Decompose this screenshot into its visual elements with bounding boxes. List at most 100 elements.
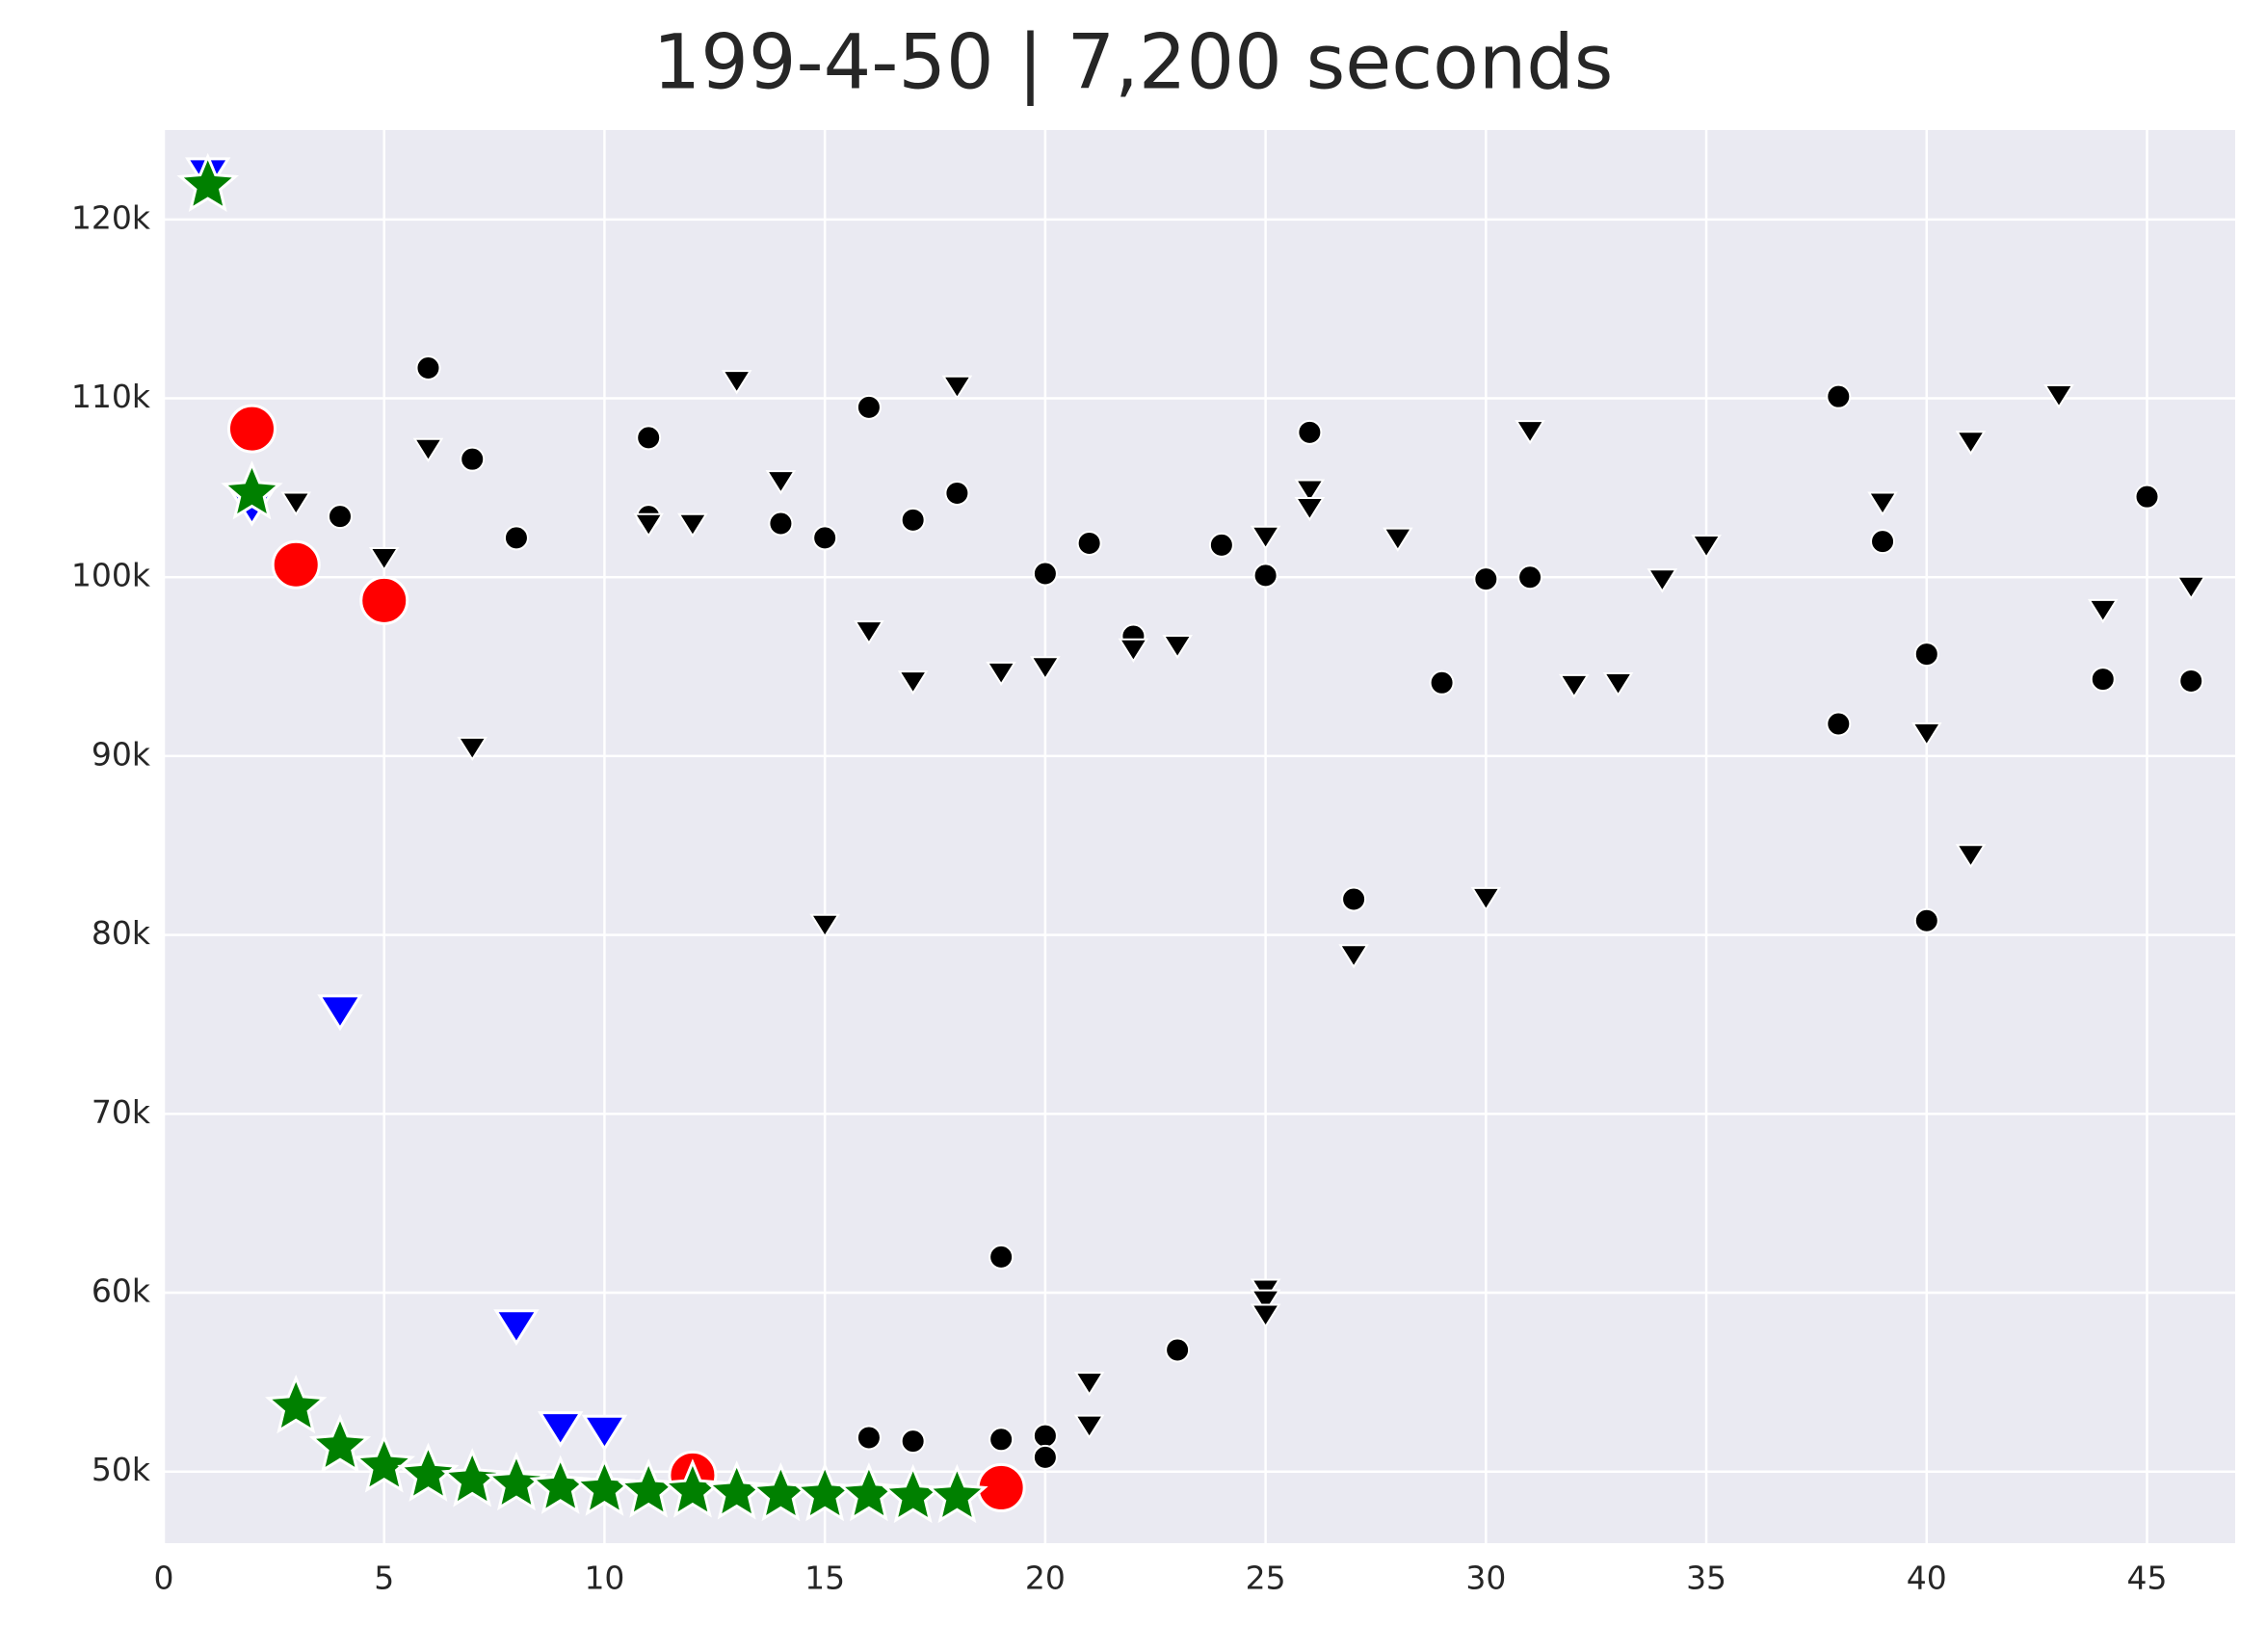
- point: [988, 1427, 1014, 1453]
- point: [1473, 566, 1499, 592]
- point: [1250, 1303, 1281, 1328]
- point: [176, 152, 240, 212]
- plot-area: [164, 130, 2235, 1543]
- point: [2090, 667, 2116, 693]
- y-tick-label: 90k: [92, 735, 151, 773]
- x-tick-label: 45: [2127, 1560, 2168, 1597]
- y-tick-label: 100k: [71, 557, 151, 594]
- point: [529, 1455, 592, 1514]
- point: [440, 1448, 504, 1508]
- x-tick-label: 0: [154, 1560, 174, 1597]
- point: [1032, 1444, 1058, 1470]
- point: [2087, 598, 2119, 624]
- point: [1030, 656, 1061, 681]
- point: [768, 511, 794, 537]
- point: [226, 404, 277, 454]
- point: [705, 1460, 768, 1520]
- point: [1955, 844, 1987, 869]
- point: [854, 620, 884, 645]
- point: [1913, 642, 1939, 668]
- point: [1870, 529, 1896, 555]
- point: [1955, 431, 1987, 456]
- point: [988, 1244, 1014, 1270]
- point: [412, 437, 444, 463]
- point: [1165, 1337, 1191, 1363]
- point: [1602, 672, 1634, 697]
- point: [1341, 886, 1367, 912]
- point: [1517, 564, 1543, 590]
- point: [1250, 1289, 1281, 1314]
- point: [397, 1442, 460, 1502]
- point: [1515, 420, 1545, 445]
- point: [1429, 669, 1455, 695]
- x-tick-label: 15: [804, 1560, 845, 1597]
- point: [1867, 491, 1898, 516]
- point: [2175, 575, 2207, 601]
- point: [765, 470, 797, 495]
- point: [581, 1414, 628, 1452]
- point: [493, 1309, 540, 1347]
- y-tick-label: 70k: [92, 1093, 151, 1131]
- point: [1032, 561, 1058, 587]
- x-tick-label: 20: [1025, 1560, 1066, 1597]
- point: [1647, 568, 1678, 593]
- point: [271, 539, 321, 590]
- point: [1383, 527, 1413, 552]
- point: [636, 425, 662, 451]
- point: [1076, 530, 1102, 556]
- point: [1252, 563, 1278, 589]
- point: [897, 670, 929, 695]
- point: [280, 491, 312, 516]
- point: [809, 913, 840, 938]
- point: [1910, 721, 1942, 747]
- point: [353, 1433, 416, 1493]
- point: [1913, 907, 1939, 933]
- point: [1826, 711, 1852, 737]
- x-tick-label: 40: [1907, 1560, 1947, 1597]
- point: [926, 1463, 988, 1524]
- point: [1826, 383, 1852, 409]
- x-tick-label: 25: [1246, 1560, 1286, 1597]
- point: [1073, 1372, 1105, 1397]
- point: [2043, 384, 2074, 409]
- point: [457, 736, 488, 762]
- point: [573, 1456, 636, 1516]
- chart-title: 199-4-50 | 7,200 seconds: [653, 19, 1614, 106]
- point: [460, 446, 486, 472]
- y-tick-label: 50k: [92, 1451, 151, 1488]
- point: [503, 525, 529, 551]
- point: [944, 480, 970, 506]
- point: [1338, 944, 1369, 969]
- x-tick-label: 35: [1686, 1560, 1726, 1597]
- y-tick-label: 110k: [71, 378, 151, 415]
- y-tick-label: 60k: [92, 1272, 151, 1310]
- y-tick-label: 120k: [71, 198, 151, 236]
- point: [1208, 532, 1234, 558]
- y-tick-label: 80k: [92, 914, 151, 952]
- point: [327, 504, 353, 530]
- point: [264, 1375, 328, 1434]
- point: [1559, 673, 1590, 699]
- point: [368, 547, 400, 572]
- point: [1032, 1423, 1058, 1449]
- point: [812, 525, 838, 551]
- point: [537, 1411, 584, 1449]
- x-tick-label: 5: [374, 1560, 394, 1597]
- point: [359, 575, 409, 625]
- point: [837, 1461, 901, 1522]
- point: [633, 512, 664, 538]
- point: [221, 460, 283, 520]
- point: [1118, 638, 1149, 664]
- point: [1470, 886, 1502, 912]
- point: [1073, 1414, 1105, 1439]
- point: [415, 354, 441, 380]
- point: [900, 1429, 926, 1455]
- point: [721, 370, 752, 395]
- x-tick-label: 30: [1465, 1560, 1506, 1597]
- point: [856, 1425, 882, 1451]
- point: [856, 394, 882, 420]
- point: [2134, 484, 2160, 510]
- point: [986, 661, 1016, 687]
- point: [1294, 497, 1326, 522]
